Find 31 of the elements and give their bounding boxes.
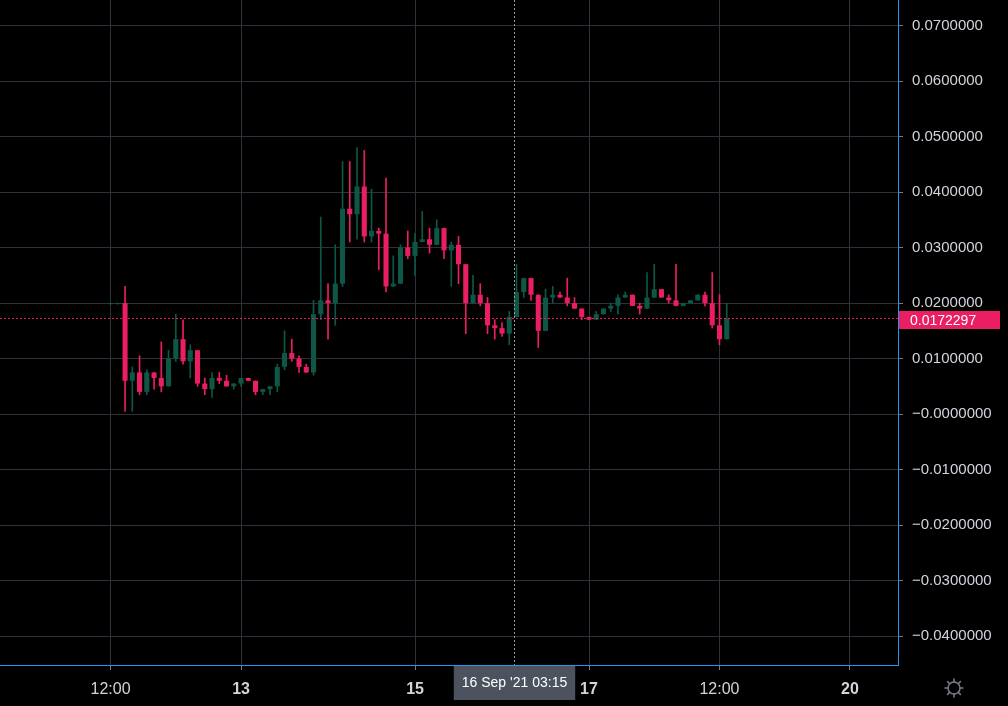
y-tick-label: 0.0300000 bbox=[912, 237, 983, 255]
candlestick bbox=[492, 319, 498, 340]
x-tick-label: 15 bbox=[406, 680, 425, 698]
y-tick-label: 0.0100000 bbox=[912, 348, 983, 366]
y-tick-label: −0.0100000 bbox=[912, 459, 992, 477]
candlestick bbox=[318, 216, 324, 321]
candlestick bbox=[673, 263, 679, 307]
x-tick-label: 12:00 bbox=[699, 680, 740, 698]
x-tick-label: 12:00 bbox=[90, 680, 131, 698]
ref-line-label: 0.0172297 bbox=[910, 311, 977, 328]
candlestick bbox=[158, 341, 164, 393]
y-tick-label: 0.0500000 bbox=[912, 126, 983, 144]
y-tick-label: −0.0300000 bbox=[912, 570, 992, 588]
y-tick-label: −0.0400000 bbox=[912, 626, 992, 644]
x-tick-label: 17 bbox=[580, 680, 598, 698]
y-tick-label: −0.0200000 bbox=[912, 515, 992, 533]
y-tick-label: 0.0600000 bbox=[912, 71, 983, 89]
candlestick bbox=[216, 372, 222, 384]
y-tick-label: −0.0000000 bbox=[912, 404, 992, 422]
y-tick-label: 0.0400000 bbox=[912, 182, 983, 200]
candlestick bbox=[637, 302, 643, 315]
candlestick bbox=[332, 244, 338, 326]
x-tick-label: 20 bbox=[841, 680, 859, 698]
candlestick bbox=[129, 366, 135, 412]
y-tick-label: 0.0700000 bbox=[912, 15, 983, 33]
candlestick bbox=[376, 227, 382, 271]
ref-line-label: 16 Sep '21 03:15 bbox=[461, 673, 568, 690]
candlestick bbox=[550, 286, 556, 304]
candlestick bbox=[419, 211, 425, 243]
y-tick-label: 0.0200000 bbox=[912, 293, 983, 311]
x-tick-label: 13 bbox=[232, 680, 251, 698]
